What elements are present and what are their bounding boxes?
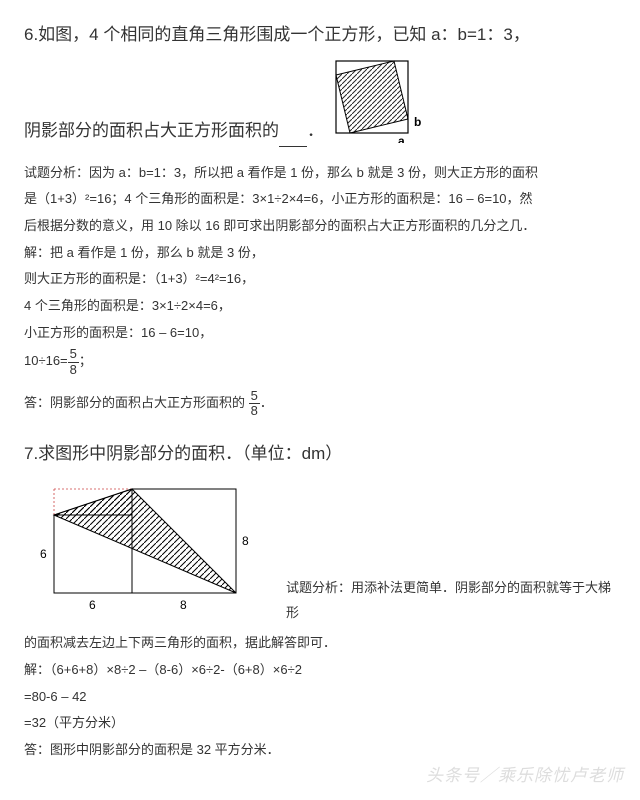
q6-answer: 答：阴影部分的面积占大正方形面积的 58．: [24, 389, 616, 419]
q7-line-1: =80-6 – 42: [24, 685, 616, 710]
q6-stem-end: ．: [307, 116, 324, 147]
q7-line-2: =32（平方分米）: [24, 711, 616, 736]
q6-title: 6.如图，4 个相同的直角三角形围成一个正方形，已知 a：b=1：3，: [24, 20, 616, 51]
q7-line-3: 答：图形中阴影部分的面积是 32 平方分米．: [24, 738, 616, 763]
q6-line-3: 解：把 a 看作是 1 份，那么 b 就是 3 份，: [24, 241, 616, 266]
svg-text:8: 8: [242, 534, 249, 548]
svg-text:6: 6: [89, 598, 96, 612]
frac-prefix: 10÷16=: [24, 354, 68, 369]
svg-text:b: b: [414, 115, 421, 129]
fraction-icon: 58: [249, 389, 260, 419]
q6-line-1: 是（1+3）²=16；4 个三角形的面积是：3×1÷2×4=6，小正方形的面积是…: [24, 187, 616, 212]
q7-analysis-2: 的面积减去左边上下两三角形的面积，据此解答即可．: [24, 631, 616, 656]
q6-line-0: 试题分析：因为 a：b=1：3，所以把 a 看作是 1 份，那么 b 就是 3 …: [24, 161, 616, 186]
q6-line-2: 后根据分数的意义，用 10 除以 16 即可求出阴影部分的面积占大正方形面积的几…: [24, 214, 616, 239]
q6-figure: ba: [332, 59, 428, 143]
fraction-icon: 58: [68, 347, 79, 377]
q6-fraceq: 10÷16=58；: [24, 347, 616, 377]
q7-row: 6 6 8 8 试题分析：用添补法更简单．阴影部分的面积就等于大梯形: [24, 483, 616, 627]
q7-analysis-1: 试题分析：用添补法更简单．阴影部分的面积就等于大梯形: [286, 576, 616, 625]
q6-line-6: 小正方形的面积是：16 – 6=10，: [24, 321, 616, 346]
watermark: 头条号／乘乐除忧卢老师: [426, 761, 624, 786]
q6-line-5: 4 个三角形的面积是：3×1÷2×4=6，: [24, 294, 616, 319]
svg-text:a: a: [398, 134, 405, 143]
q7-title: 7.求图形中阴影部分的面积．（单位：dm）: [24, 439, 616, 470]
q6-stem-row: 阴影部分的面积占大正方形面积的 ． ba: [24, 59, 616, 147]
q6-stem: 阴影部分的面积占大正方形面积的: [24, 116, 279, 147]
q7-line-0: 解：（6+6+8）×8÷2 –（8-6）×6÷2-（6+8）×6÷2: [24, 658, 616, 683]
q7-figure: 6 6 8 8: [24, 483, 274, 623]
blank: [279, 131, 307, 147]
q6-line-4: 则大正方形的面积是：（1+3）²=4²=16，: [24, 267, 616, 292]
svg-text:8: 8: [180, 598, 187, 612]
svg-text:6: 6: [40, 547, 47, 561]
